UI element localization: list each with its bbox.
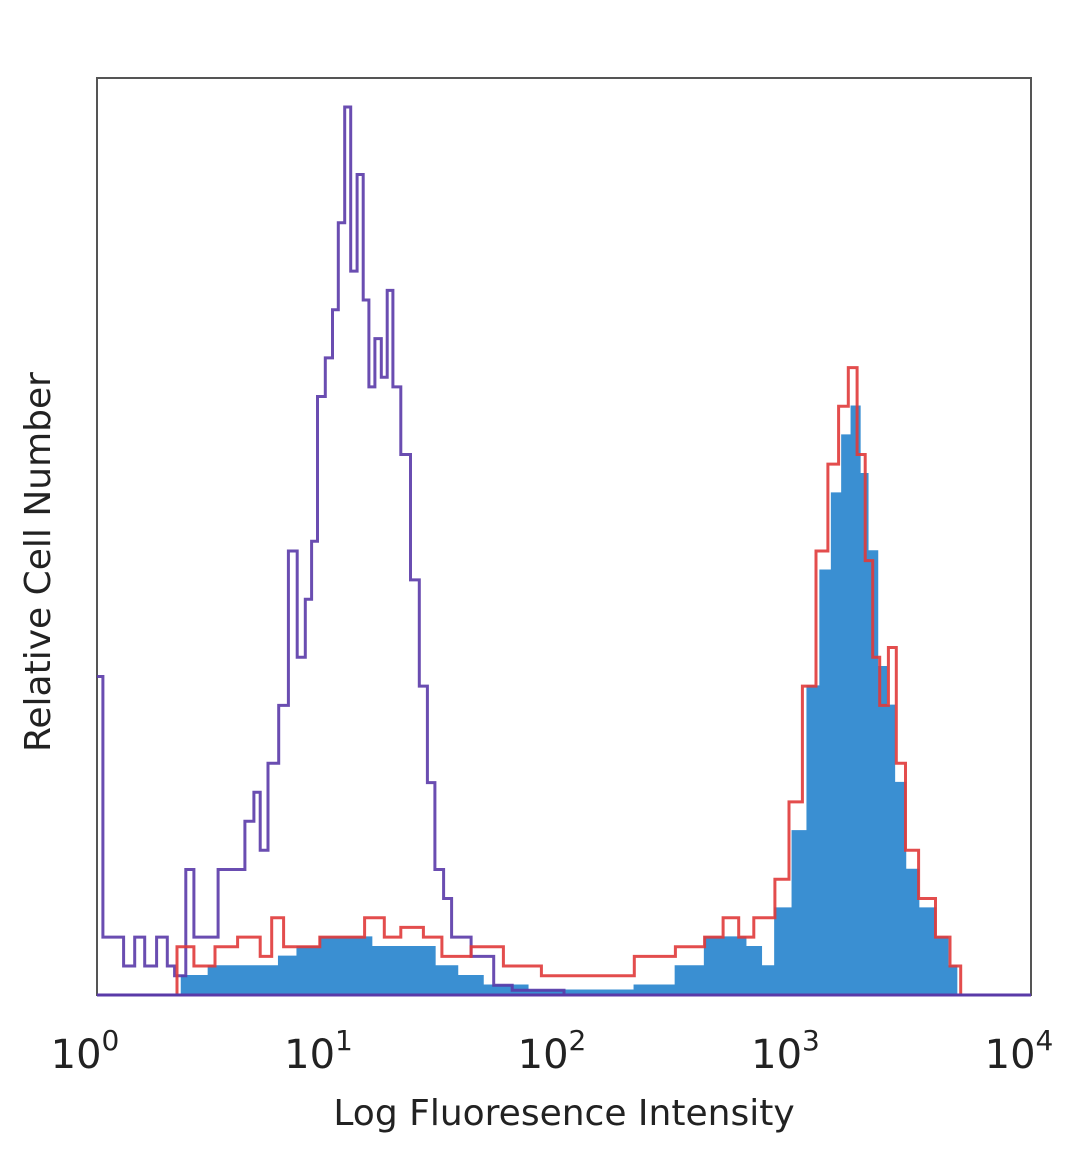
x-tick-label-0: 100	[51, 1024, 120, 1078]
x-axis: 100 101 102 103 104	[51, 1024, 1054, 1078]
x-tick-label-4: 104	[985, 1024, 1054, 1078]
x-tick-label-2: 102	[518, 1024, 587, 1078]
x-tick-label-1: 101	[284, 1024, 353, 1078]
histogram-series-2	[97, 366, 1031, 997]
x-axis-title: Log Fluoresence Intensity	[333, 1093, 794, 1134]
y-axis-title: Relative Cell Number	[18, 372, 59, 752]
series-layer	[97, 105, 1031, 997]
x-tick-label-3: 103	[751, 1024, 820, 1078]
